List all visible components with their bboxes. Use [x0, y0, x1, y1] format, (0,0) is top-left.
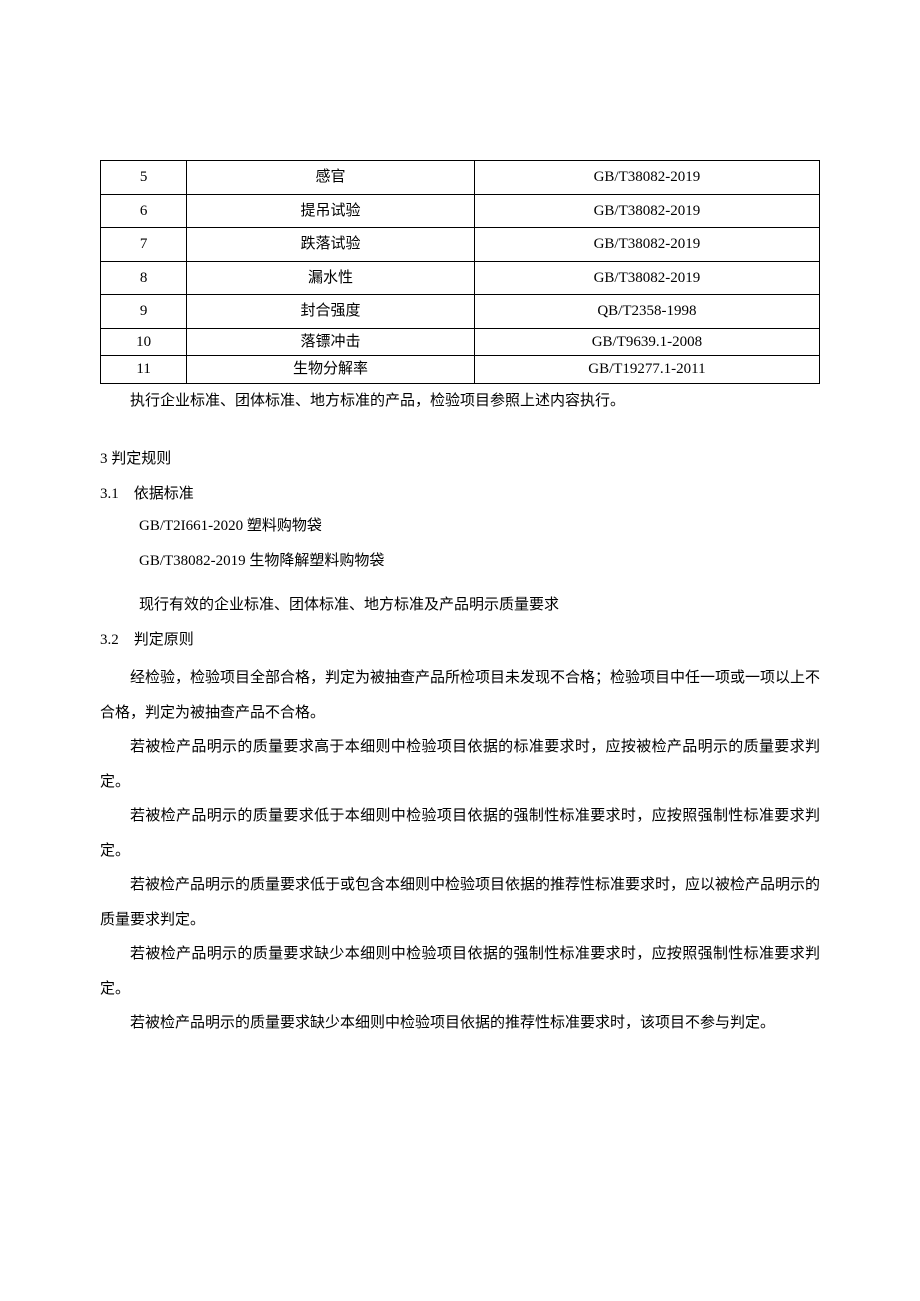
row-num: 6 [101, 194, 187, 228]
row-num: 9 [101, 295, 187, 329]
row-std: GB/T9639.1-2008 [474, 328, 819, 356]
table-row: 11 生物分解率 GB/T19277.1-2011 [101, 356, 820, 384]
row-item: 提吊试验 [187, 194, 475, 228]
rule-paragraph: 若被检产品明示的质量要求低于本细则中检验项目依据的强制性标准要求时，应按照强制性… [100, 799, 820, 868]
row-std: GB/T38082-2019 [474, 228, 819, 262]
row-num: 7 [101, 228, 187, 262]
row-std: GB/T38082-2019 [474, 194, 819, 228]
row-item: 感官 [187, 161, 475, 195]
section-3-1-heading: 3.1 依据标准 [100, 483, 820, 506]
section-3-heading: 3 判定规则 [100, 448, 820, 471]
row-std: GB/T38082-2019 [474, 261, 819, 295]
rule-paragraph: 经检验，检验项目全部合格，判定为被抽查产品所检项目未发现不合格；检验项目中任一项… [100, 661, 820, 730]
row-std: GB/T19277.1-2011 [474, 356, 819, 384]
row-num: 8 [101, 261, 187, 295]
table-row: 6 提吊试验 GB/T38082-2019 [101, 194, 820, 228]
table-row: 9 封合强度 QB/T2358-1998 [101, 295, 820, 329]
table-row: 7 跌落试验 GB/T38082-2019 [101, 228, 820, 262]
rule-paragraph: 若被检产品明示的质量要求缺少本细则中检验项目依据的推荐性标准要求时，该项目不参与… [100, 1006, 820, 1041]
table-row: 10 落镖冲击 GB/T9639.1-2008 [101, 328, 820, 356]
table-row: 8 漏水性 GB/T38082-2019 [101, 261, 820, 295]
row-num: 10 [101, 328, 187, 356]
row-std: QB/T2358-1998 [474, 295, 819, 329]
table-row: 5 感官 GB/T38082-2019 [101, 161, 820, 195]
row-item: 生物分解率 [187, 356, 475, 384]
row-item: 封合强度 [187, 295, 475, 329]
standard-ref-line: GB/T2I661-2020 塑料购物袋 [100, 515, 820, 538]
row-std: GB/T38082-2019 [474, 161, 819, 195]
row-item: 落镖冲击 [187, 328, 475, 356]
section-3-2-heading: 3.2 判定原则 [100, 629, 820, 652]
rule-paragraph: 若被检产品明示的质量要求缺少本细则中检验项目依据的强制性标准要求时，应按照强制性… [100, 937, 820, 1006]
table-footnote: 执行企业标准、团体标准、地方标准的产品，检验项目参照上述内容执行。 [100, 390, 820, 413]
row-item: 漏水性 [187, 261, 475, 295]
rule-paragraph: 若被检产品明示的质量要求高于本细则中检验项目依据的标准要求时，应按被检产品明示的… [100, 730, 820, 799]
rule-paragraph: 若被检产品明示的质量要求低于或包含本细则中检验项目依据的推荐性标准要求时，应以被… [100, 868, 820, 937]
row-num: 5 [101, 161, 187, 195]
standards-table: 5 感官 GB/T38082-2019 6 提吊试验 GB/T38082-201… [100, 160, 820, 384]
standard-ref-line: 现行有效的企业标准、团体标准、地方标准及产品明示质量要求 [100, 594, 820, 617]
row-num: 11 [101, 356, 187, 384]
row-item: 跌落试验 [187, 228, 475, 262]
standard-ref-line: GB/T38082-2019 生物降解塑料购物袋 [100, 550, 820, 573]
